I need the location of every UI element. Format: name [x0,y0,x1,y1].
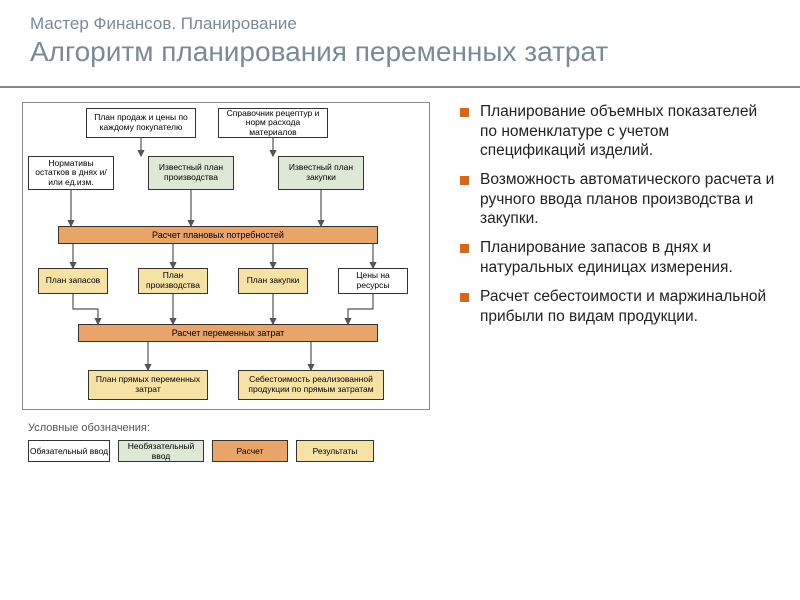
bullet-item: Возможность автоматического расчета и ру… [460,170,778,228]
legend-item: Необязательный ввод [118,440,204,462]
flow-node: План производства [138,268,208,294]
flowchart: План продаж и цены по каждому покупателю… [18,98,448,336]
legend-title: Условные обозначения: [28,422,150,434]
flow-node: План продаж и цены по каждому покупателю [86,108,196,138]
flow-node: Известный план производства [148,156,234,190]
legend-item: Результаты [296,440,374,462]
legend-item: Расчет [212,440,288,462]
bullet-item: Планирование запасов в днях и натуральны… [460,238,778,277]
flow-node: Нормативы остатков в днях и/или ед.изм. [28,156,114,190]
content-area: План продаж и цены по каждому покупателю… [0,88,800,336]
flow-node: Справочник рецептур и норм расхода матер… [218,108,328,138]
flow-calc-bar: Расчет плановых потребностей [58,226,378,244]
bullet-item: Планирование объемных показателей по ном… [460,102,778,160]
legend-item: Обязательный ввод [28,440,110,462]
header-subtitle: Мастер Финансов. Планирование [30,14,770,34]
slide-header: Мастер Финансов. Планирование Алгоритм п… [0,0,800,88]
flow-calc-bar: Расчет переменных затрат [78,324,378,342]
flow-node: План запасов [38,268,108,294]
bullet-item: Расчет себестоимости и маржинальной приб… [460,287,778,326]
flow-node: Цены на ресурсы [338,268,408,294]
flow-node: Известный план закупки [278,156,364,190]
flow-node: План прямых переменных затрат [88,370,208,400]
bullet-list: Планирование объемных показателей по ном… [448,98,778,336]
flow-node: Себестоимость реализованной продукции по… [238,370,384,400]
header-title: Алгоритм планирования переменных затрат [30,36,770,68]
flow-node: План закупки [238,268,308,294]
diagram-frame [22,102,430,410]
